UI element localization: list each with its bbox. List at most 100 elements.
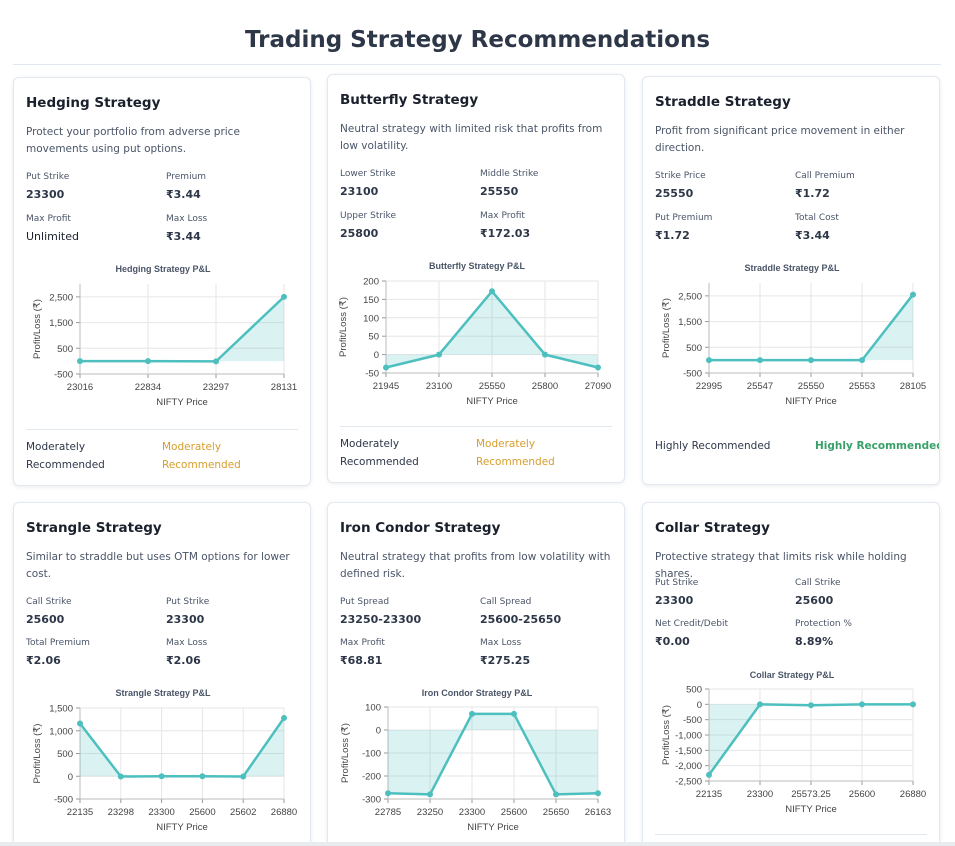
card-description: Protect your portfolio from adverse pric… bbox=[26, 126, 240, 155]
y-tick-label: 0 bbox=[68, 772, 73, 783]
y-tick-label: 0 bbox=[374, 350, 379, 361]
param-premium: Premium ₹3.44 bbox=[166, 172, 296, 201]
butterfly-strategy-card: Butterfly Strategy Neutral strategy with… bbox=[327, 74, 625, 483]
recommendation-divider bbox=[340, 426, 612, 427]
param-call-spread: Call Spread 25600-25650 bbox=[480, 597, 610, 626]
horizontal-scrollbar[interactable] bbox=[0, 842, 955, 846]
card-title: Iron Condor Strategy bbox=[340, 520, 501, 536]
param-value: 25600 bbox=[26, 613, 65, 626]
data-point bbox=[77, 358, 83, 365]
x-axis-label: NIFTY Price bbox=[156, 397, 208, 408]
recommendation-status: Moderately Recommended bbox=[476, 438, 555, 468]
x-tick-label: 23100 bbox=[426, 381, 452, 392]
chart-title: Collar Strategy P&L bbox=[749, 670, 835, 680]
y-tick-label: 2,500 bbox=[678, 291, 702, 302]
pl-area-fill bbox=[386, 291, 598, 368]
pl-series-line bbox=[387, 712, 599, 796]
param-value: ₹172.03 bbox=[480, 227, 531, 240]
data-point bbox=[469, 710, 475, 717]
y-tick-label: 1,000 bbox=[49, 726, 73, 737]
y-tick-label: -500 bbox=[54, 370, 73, 381]
x-tick-label: 23297 bbox=[203, 382, 229, 393]
data-point bbox=[859, 357, 865, 364]
page-title: Trading Strategy Recommendations bbox=[244, 27, 711, 53]
data-point bbox=[910, 701, 916, 708]
data-point bbox=[281, 715, 287, 722]
data-point bbox=[757, 357, 763, 364]
data-point bbox=[511, 710, 517, 717]
data-point bbox=[117, 773, 124, 780]
param-label: Call Strike bbox=[795, 578, 841, 588]
y-tick-label: 100 bbox=[365, 703, 381, 714]
param-protection-pct: Protection % 8.89% bbox=[795, 619, 925, 648]
y-tick-label: 1,500 bbox=[678, 317, 702, 328]
data-point bbox=[706, 357, 712, 364]
x-tick-label: 22995 bbox=[696, 381, 722, 392]
card-title: Strangle Strategy bbox=[26, 520, 162, 536]
x-tick-label: 23300 bbox=[459, 807, 485, 818]
param-label: Upper Strike bbox=[340, 211, 396, 221]
x-axis-label: NIFTY Price bbox=[156, 822, 208, 833]
data-point bbox=[436, 351, 442, 358]
recommendation-label: Highly Recommended bbox=[655, 440, 771, 452]
card-description: Neutral strategy that profits from low v… bbox=[340, 551, 611, 580]
pl-area-fill bbox=[709, 704, 913, 775]
card-description: Protective strategy that limits risk whi… bbox=[655, 551, 907, 580]
data-point bbox=[706, 771, 712, 778]
y-tick-label: -500 bbox=[54, 795, 73, 806]
card-description: Profit from significant price movement i… bbox=[655, 125, 905, 154]
data-point bbox=[595, 364, 601, 371]
param-upper-strike: Upper Strike 25800 bbox=[340, 211, 470, 240]
param-max-profit: Max Profit ₹172.03 bbox=[480, 211, 610, 240]
param-put-spread: Put Spread 23250-23300 bbox=[340, 597, 470, 626]
param-label: Max Loss bbox=[480, 638, 522, 648]
param-max-loss: Max Loss ₹3.44 bbox=[166, 214, 296, 243]
data-point bbox=[910, 291, 916, 298]
card-description: Neutral strategy with limited risk that … bbox=[340, 123, 603, 152]
data-point bbox=[542, 351, 548, 358]
y-tick-label: -2,000 bbox=[675, 761, 702, 772]
chart-title: Iron Condor Strategy P&L bbox=[421, 688, 533, 698]
x-tick-label: 28105 bbox=[900, 381, 926, 392]
param-put-strike: Put Strike 23300 bbox=[655, 578, 785, 607]
x-tick-label: 25547 bbox=[747, 381, 773, 392]
y-tick-label: -100 bbox=[362, 749, 381, 760]
y-tick-label: -1,500 bbox=[675, 746, 702, 757]
data-point bbox=[553, 791, 559, 798]
param-call-premium: Call Premium ₹1.72 bbox=[795, 171, 925, 200]
param-value: 23300 bbox=[655, 594, 694, 607]
param-value: ₹2.06 bbox=[26, 654, 61, 667]
chart-title: Hedging Strategy P&L bbox=[115, 264, 211, 274]
param-value: ₹1.72 bbox=[795, 187, 830, 200]
x-tick-label: 25550 bbox=[798, 381, 824, 392]
x-tick-label: 22785 bbox=[375, 807, 401, 818]
param-label: Total Cost bbox=[795, 213, 839, 223]
param-value: ₹3.44 bbox=[795, 229, 830, 242]
param-value: 25600-25650 bbox=[480, 613, 562, 626]
recommendation-label: Moderately Recommended bbox=[340, 438, 419, 468]
param-middle-strike: Middle Strike 25550 bbox=[480, 169, 610, 198]
data-point bbox=[145, 358, 151, 365]
data-point bbox=[77, 720, 83, 727]
hedging-strategy-card: Hedging Strategy Protect your portfolio … bbox=[13, 77, 311, 486]
data-point bbox=[489, 288, 495, 295]
param-value: ₹0.00 bbox=[655, 635, 690, 648]
param-label: Max Profit bbox=[480, 211, 525, 221]
param-put-premium: Put Premium ₹1.72 bbox=[655, 213, 785, 242]
data-point bbox=[808, 702, 814, 709]
x-tick-label: 22834 bbox=[135, 382, 161, 393]
param-call-strike: Call Strike 25600 bbox=[795, 578, 925, 607]
param-label: Put Strike bbox=[166, 597, 210, 607]
y-axis-label: Profit/Loss (₹) bbox=[32, 724, 43, 784]
pl-series-line bbox=[79, 717, 286, 778]
data-point bbox=[199, 773, 206, 780]
param-total-premium: Total Premium ₹2.06 bbox=[26, 638, 156, 667]
y-tick-label: -1,000 bbox=[675, 731, 702, 742]
pl-area-fill bbox=[388, 713, 598, 795]
param-value: 25600 bbox=[795, 594, 834, 607]
data-point bbox=[859, 701, 865, 708]
param-value: Unlimited bbox=[26, 230, 79, 243]
iron-condor-strategy-card: Iron Condor Strategy Neutral strategy th… bbox=[327, 502, 625, 846]
